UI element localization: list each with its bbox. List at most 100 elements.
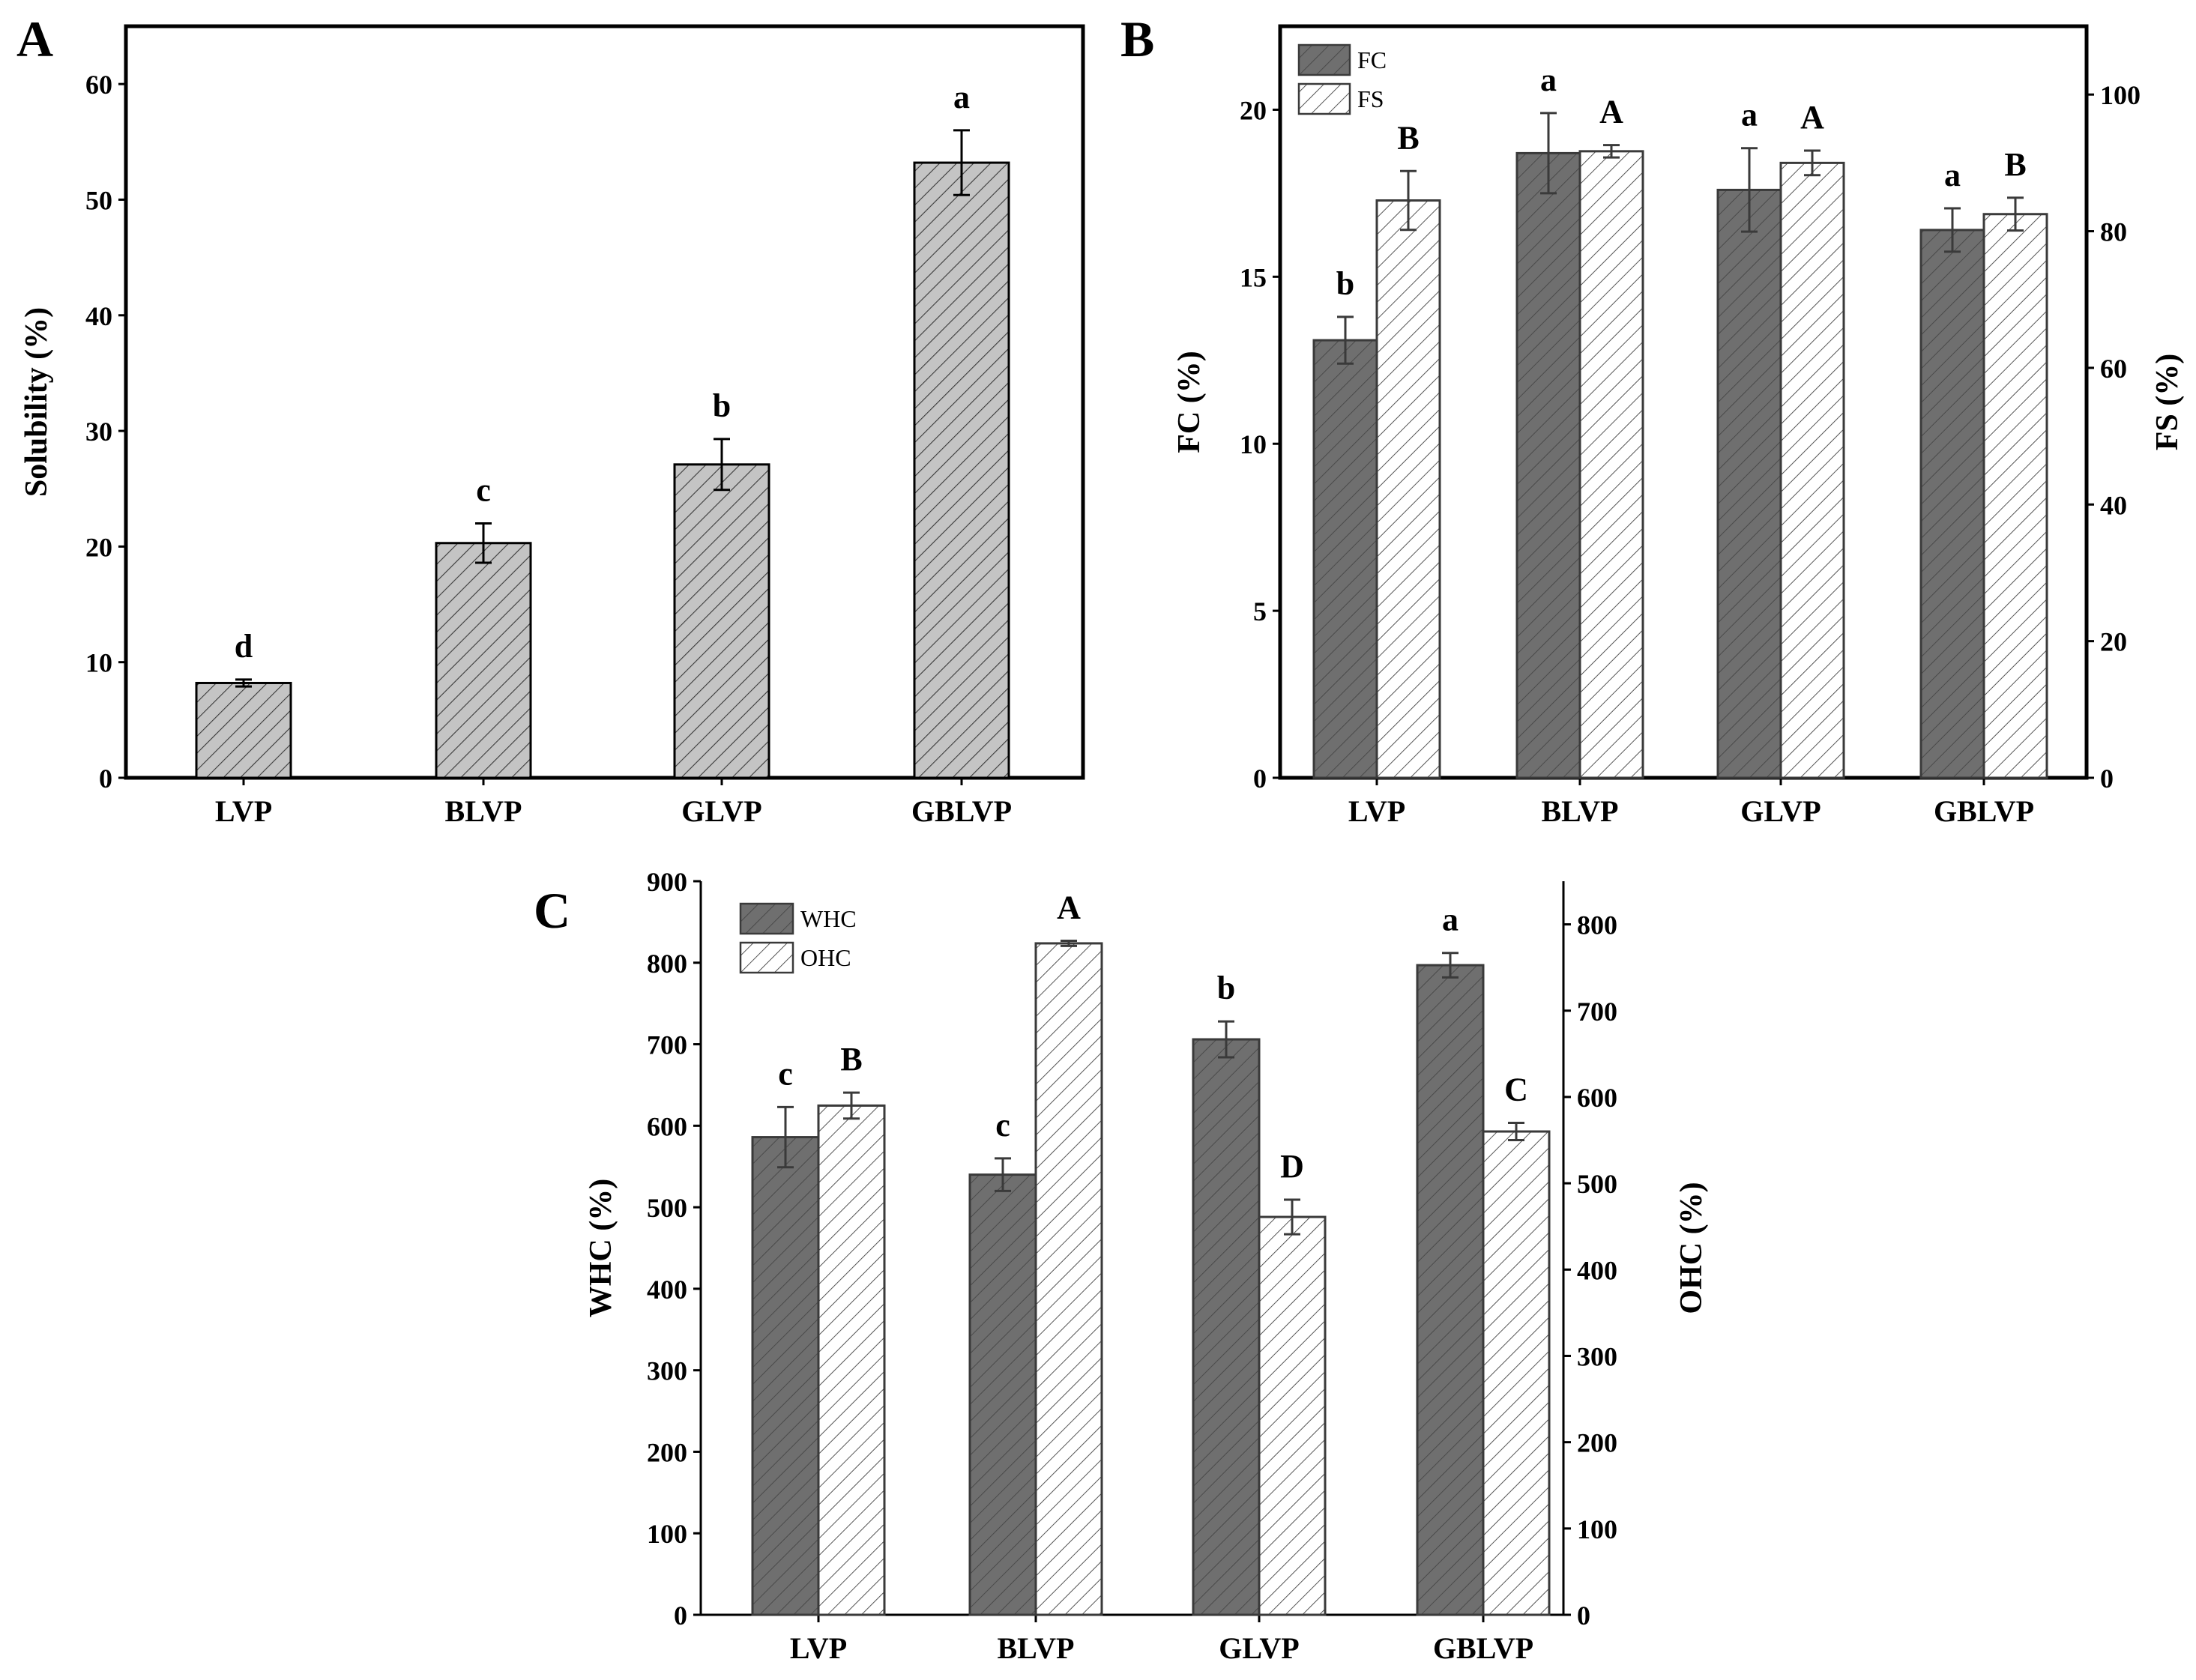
bar-solubility bbox=[913, 161, 1010, 779]
y-tick-label-right: 200 bbox=[1577, 1428, 1617, 1458]
x-tick-label: LVP bbox=[790, 1631, 847, 1665]
bar-ohc bbox=[1482, 1130, 1551, 1616]
y-tick-label-left: 800 bbox=[647, 949, 687, 979]
y-tick-label-right: 100 bbox=[2100, 80, 2141, 110]
y-tick-label-left: 20 bbox=[85, 532, 112, 562]
y-tick-label-right: 100 bbox=[1577, 1514, 1617, 1544]
bar-fc bbox=[1919, 229, 1985, 779]
significance-letter: A bbox=[1800, 99, 1824, 136]
bar-fs bbox=[1375, 199, 1441, 779]
y-tick-label-left: 900 bbox=[647, 867, 687, 897]
legend-swatch bbox=[1297, 82, 1351, 115]
significance-letter: c bbox=[995, 1107, 1010, 1143]
x-tick-label: GLVP bbox=[1740, 794, 1821, 828]
y-axis-label-right: OHC (%) bbox=[1674, 1182, 1709, 1314]
y-tick-label-left: 0 bbox=[99, 764, 112, 794]
bar-solubility bbox=[673, 463, 770, 779]
y-tick-label-right: 400 bbox=[1577, 1255, 1617, 1285]
significance-letter: a bbox=[1944, 157, 1961, 193]
x-tick-label: BLVP bbox=[444, 794, 522, 828]
legend-swatch bbox=[1297, 43, 1351, 76]
y-tick-label-right: 0 bbox=[2100, 764, 2114, 794]
y-tick-label-right: 60 bbox=[2100, 354, 2127, 384]
bar-fc bbox=[1515, 151, 1581, 779]
legend-label: OHC bbox=[800, 944, 851, 971]
significance-letter: a bbox=[953, 79, 970, 115]
x-tick-label: LVP bbox=[215, 794, 272, 828]
x-tick-label: GBLVP bbox=[1934, 794, 2034, 828]
panel-b-fc-fs-chart: B 0 5 10 15 20 0 20 40 60 80 100 FC (%) FS (%) LVP BLVP… bbox=[1120, 10, 2185, 828]
plot-frame bbox=[124, 24, 1085, 780]
bar-fc bbox=[1716, 188, 1782, 779]
legend-swatch bbox=[739, 941, 794, 974]
y-tick-label-left: 10 bbox=[85, 648, 112, 678]
y-tick-label-left: 0 bbox=[674, 1601, 687, 1631]
significance-letter: a bbox=[1442, 901, 1459, 938]
y-tick-label-left: 40 bbox=[85, 301, 112, 331]
bar-whc bbox=[1192, 1038, 1261, 1616]
y-axis-label-left: WHC (%) bbox=[584, 1179, 618, 1317]
y-tick-label-left: 10 bbox=[1240, 429, 1267, 459]
significance-letter: a bbox=[1741, 97, 1758, 133]
significance-letter: c bbox=[778, 1055, 793, 1092]
legend-label: FS bbox=[1357, 85, 1384, 112]
y-tick-label-right: 20 bbox=[2100, 627, 2127, 657]
bar-whc bbox=[968, 1173, 1037, 1616]
panel-label: C bbox=[534, 882, 570, 939]
bar-fs bbox=[1779, 161, 1845, 779]
x-tick-label: BLVP bbox=[1541, 794, 1618, 828]
y-axis-label-right: FS (%) bbox=[2150, 354, 2185, 451]
significance-letter: d bbox=[235, 628, 253, 665]
y-axis-label-left: Solubility (%) bbox=[19, 307, 54, 497]
significance-letter: C bbox=[1504, 1071, 1528, 1108]
x-tick-label: GLVP bbox=[1219, 1631, 1299, 1665]
y-tick-label-left: 100 bbox=[647, 1519, 687, 1549]
panel-a-solubility-chart: A 0 10 20 30 40 50 60 Solubility (%) LVP BLVP GLVP G… bbox=[16, 10, 1085, 828]
y-axis-label-left: FC (%) bbox=[1172, 351, 1207, 453]
significance-letter: B bbox=[840, 1041, 862, 1078]
significance-letter: B bbox=[1397, 119, 1419, 156]
y-tick-label-right: 700 bbox=[1577, 997, 1617, 1027]
panel-c-whc-ohc-chart: C 0 100 200 300 400 500 600 700 800 900 0 100 200 300 4… bbox=[534, 867, 1709, 1665]
y-tick-label-left: 700 bbox=[647, 1030, 687, 1060]
bar-fs bbox=[1578, 150, 1644, 779]
y-tick-label-left: 5 bbox=[1253, 596, 1267, 626]
plot-frame bbox=[1278, 24, 2089, 780]
panel-label: A bbox=[16, 10, 53, 67]
y-tick-label-right: 600 bbox=[1577, 1083, 1617, 1113]
bar-fs bbox=[1982, 213, 2048, 779]
y-tick-label-left: 600 bbox=[647, 1111, 687, 1141]
legend-label: WHC bbox=[800, 905, 857, 932]
x-tick-label: GBLVP bbox=[911, 794, 1012, 828]
x-tick-label: LVP bbox=[1348, 794, 1405, 828]
significance-letter: A bbox=[1599, 94, 1623, 130]
significance-letter: B bbox=[2004, 146, 2026, 183]
bar-solubility bbox=[195, 681, 292, 779]
y-tick-label-left: 200 bbox=[647, 1437, 687, 1467]
bar-whc bbox=[751, 1136, 820, 1616]
y-tick-label-left: 50 bbox=[85, 185, 112, 215]
y-tick-label-left: 15 bbox=[1240, 262, 1267, 292]
y-tick-label-right: 40 bbox=[2100, 490, 2127, 520]
significance-letter: D bbox=[1280, 1148, 1304, 1185]
panel-label: B bbox=[1120, 10, 1154, 67]
bar-fc bbox=[1312, 339, 1378, 779]
y-tick-label-left: 20 bbox=[1240, 95, 1267, 125]
y-tick-label-left: 0 bbox=[1253, 764, 1267, 794]
bar-solubility bbox=[435, 542, 532, 779]
bar-ohc bbox=[1034, 942, 1103, 1616]
x-tick-label: GBLVP bbox=[1433, 1631, 1533, 1665]
significance-letter: b bbox=[713, 387, 731, 424]
y-tick-label-left: 400 bbox=[647, 1275, 687, 1305]
significance-letter: c bbox=[476, 472, 491, 509]
y-tick-label-right: 800 bbox=[1577, 910, 1617, 940]
y-tick-label-left: 60 bbox=[85, 70, 112, 100]
x-tick-label: GLVP bbox=[681, 794, 761, 828]
bar-whc bbox=[1416, 964, 1485, 1616]
significance-letter: b bbox=[1336, 265, 1354, 302]
significance-letter: b bbox=[1217, 970, 1235, 1006]
y-tick-label-left: 500 bbox=[647, 1193, 687, 1223]
legend-label: FC bbox=[1357, 46, 1387, 73]
y-tick-label-right: 80 bbox=[2100, 217, 2127, 247]
